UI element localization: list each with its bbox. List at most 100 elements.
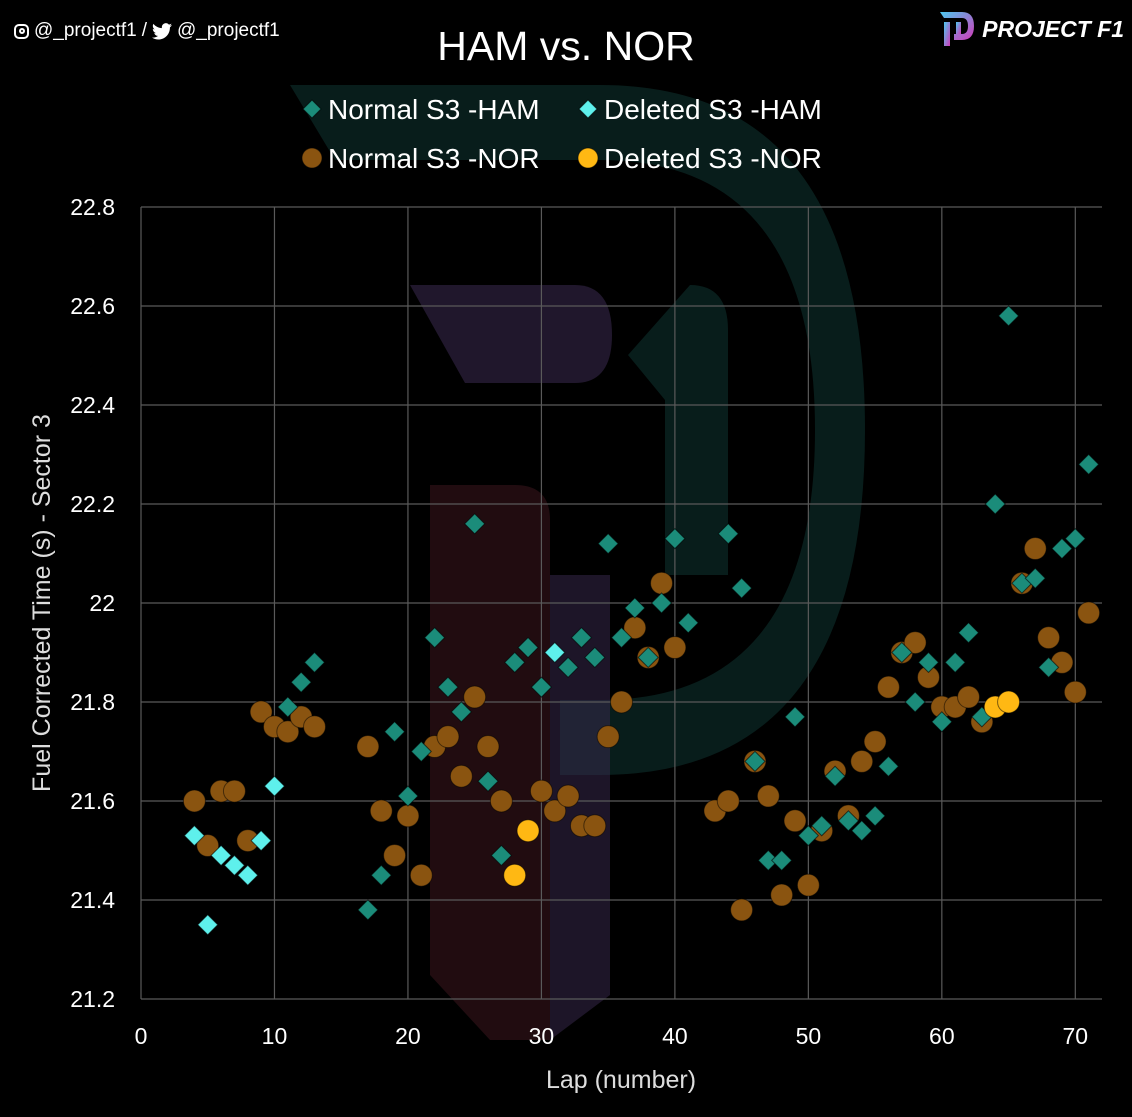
point-normal-s3-ham xyxy=(370,864,392,886)
point-normal-s3-ham xyxy=(824,765,846,787)
twitter-icon xyxy=(152,22,173,39)
point-normal-s3-ham xyxy=(570,626,593,649)
x-tick-label: 10 xyxy=(262,1023,288,1049)
point-normal-s3-ham xyxy=(770,849,793,872)
point-deleted-s3-nor xyxy=(503,863,527,887)
legend-label: Normal S3 -HAM xyxy=(328,94,540,125)
point-normal-s3-nor xyxy=(222,779,246,803)
point-normal-s3-ham xyxy=(1037,656,1060,679)
point-normal-s3-ham xyxy=(450,701,473,723)
x-axis-label: Lap (number) xyxy=(546,1066,696,1094)
y-tick-label: 21.2 xyxy=(70,986,115,1012)
point-normal-s3-ham xyxy=(597,532,619,555)
point-normal-s3-nor xyxy=(610,690,633,714)
point-deleted-s3-ham xyxy=(197,914,219,936)
point-deleted-s3-nor xyxy=(516,819,540,843)
chart-title: HAM vs. NOR xyxy=(437,23,694,69)
point-deleted-s3-ham xyxy=(544,641,566,664)
point-normal-s3-nor xyxy=(489,789,513,813)
point-normal-s3-ham xyxy=(864,805,886,827)
point-normal-s3-nor xyxy=(716,789,740,813)
point-deleted-s3-ham xyxy=(210,844,232,867)
point-normal-s3-ham xyxy=(677,612,699,634)
point-normal-s3-ham xyxy=(383,720,406,743)
point-normal-s3-ham xyxy=(423,626,446,649)
x-tick-label: 0 xyxy=(135,1023,148,1049)
point-normal-s3-ham xyxy=(877,755,900,778)
point-normal-s3-nor xyxy=(957,685,981,709)
point-normal-s3-ham xyxy=(463,513,486,535)
point-normal-s3-nor xyxy=(903,631,927,655)
point-normal-s3-ham xyxy=(1051,537,1073,560)
legend-label: Deleted S3 -HAM xyxy=(604,94,822,125)
point-deleted-s3-ham xyxy=(237,864,259,886)
point-normal-s3-ham xyxy=(730,577,753,599)
y-tick-label: 22.4 xyxy=(70,392,115,418)
point-normal-s3-nor xyxy=(383,843,407,867)
point-normal-s3-nor xyxy=(663,636,687,660)
legend-marker xyxy=(301,147,323,169)
point-normal-s3-ham xyxy=(357,899,379,921)
point-normal-s3-ham xyxy=(624,597,646,619)
point-normal-s3-ham xyxy=(904,691,926,713)
point-normal-s3-ham xyxy=(917,651,940,674)
point-normal-s3-nor xyxy=(1023,537,1047,561)
project-f1-logo-icon xyxy=(940,12,975,46)
point-normal-s3-nor xyxy=(436,725,460,749)
point-normal-s3-nor xyxy=(796,873,820,897)
point-normal-s3-ham xyxy=(664,527,686,550)
x-tick-label: 20 xyxy=(395,1023,421,1049)
handle-separator: / xyxy=(141,20,148,41)
legend-marker xyxy=(578,99,598,119)
x-axis: 0 10 20 30 40 50 60 70 xyxy=(135,1023,1089,1049)
y-tick-label: 21.4 xyxy=(70,887,115,913)
y-tick-label: 22.8 xyxy=(70,194,115,220)
chart-legend: Normal S3 -HAM Deleted S3 -HAM Normal S3 -… xyxy=(301,94,822,174)
point-normal-s3-nor xyxy=(756,784,780,808)
point-normal-s3-ham xyxy=(891,641,913,664)
point-normal-s3-ham xyxy=(303,651,326,674)
point-normal-s3-ham xyxy=(931,711,953,733)
point-normal-s3-nor xyxy=(1063,680,1087,704)
point-normal-s3-nor xyxy=(196,834,220,858)
y-tick-label: 21.8 xyxy=(70,689,115,715)
point-normal-s3-ham xyxy=(410,740,432,763)
point-normal-s3-ham xyxy=(797,824,820,847)
point-normal-s3-ham xyxy=(837,810,860,832)
y-tick-label: 22 xyxy=(89,590,115,616)
point-normal-s3-ham xyxy=(477,770,499,792)
legend-label: Normal S3 -NOR xyxy=(328,143,540,174)
point-normal-s3-nor xyxy=(850,749,874,773)
point-normal-s3-ham xyxy=(957,621,980,644)
brand-name: PROJECT F1 xyxy=(982,15,1124,42)
point-normal-s3-nor xyxy=(303,715,327,739)
y-axis: 21.2 21.4 21.6 21.8 22 22.2 22.4 22.6 22.8 xyxy=(70,194,115,1012)
point-normal-s3-ham xyxy=(490,844,513,867)
point-normal-s3-ham xyxy=(984,493,1006,515)
point-normal-s3-ham xyxy=(290,671,312,693)
chart-grid xyxy=(140,206,1102,1000)
point-normal-s3-ham xyxy=(851,819,873,842)
y-tick-label: 22.6 xyxy=(70,293,115,319)
legend-label: Deleted S3 -NOR xyxy=(604,143,822,174)
point-normal-s3-ham xyxy=(517,636,539,659)
watermark-logo xyxy=(290,85,865,1040)
point-normal-s3-nor xyxy=(182,789,206,813)
point-normal-s3-nor xyxy=(463,685,487,709)
point-normal-s3-ham xyxy=(997,305,1020,327)
point-deleted-s3-ham xyxy=(223,854,246,877)
point-normal-s3-ham xyxy=(1024,567,1046,589)
point-deleted-s3-nor xyxy=(997,690,1021,714)
y-axis-label: Fuel Corrected Time (s) - Sector 3 xyxy=(28,414,56,792)
x-tick-label: 40 xyxy=(662,1023,688,1049)
point-normal-s3-ham xyxy=(811,815,833,837)
point-normal-s3-nor xyxy=(783,809,807,833)
y-tick-label: 21.6 xyxy=(70,788,115,814)
point-normal-s3-nor xyxy=(583,814,607,838)
plot-area xyxy=(182,305,1101,936)
point-normal-s3-ham xyxy=(744,750,766,773)
point-normal-s3-nor xyxy=(1037,626,1061,650)
point-normal-s3-ham xyxy=(610,626,633,649)
social-handles: @_projectf1 / @_projectf1 xyxy=(14,20,280,42)
